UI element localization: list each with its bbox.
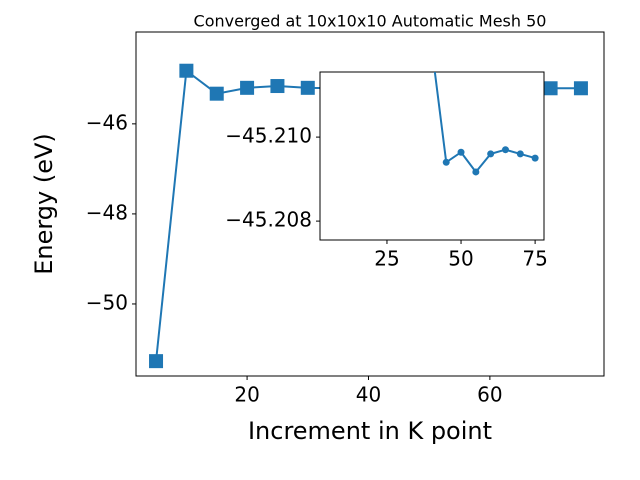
x-tick-label: 20 <box>234 383 259 407</box>
y-tick-label: −46 <box>86 110 128 134</box>
plot-area <box>319 71 545 241</box>
marker <box>240 80 255 95</box>
marker <box>543 81 558 96</box>
marker <box>179 63 194 78</box>
x-tick-label: 60 <box>477 383 502 407</box>
x-tick-label: 50 <box>448 247 473 271</box>
x-tick-label: 25 <box>374 247 399 271</box>
x-axis-label: Increment in K point <box>248 417 492 445</box>
marker <box>457 148 465 156</box>
chart-title: Converged at 10x10x10 Automatic Mesh 50 <box>194 12 547 31</box>
marker <box>270 79 285 94</box>
marker <box>300 80 315 95</box>
y-tick-label: −50 <box>86 290 128 314</box>
marker <box>209 86 224 101</box>
y-tick-label: −45.208 <box>225 208 312 232</box>
marker <box>149 354 164 369</box>
marker <box>442 158 450 166</box>
marker <box>531 154 539 162</box>
y-tick-label: −48 <box>86 200 128 224</box>
marker <box>472 168 480 176</box>
y-axis-label: Energy (eV) <box>30 133 58 275</box>
marker <box>501 146 509 154</box>
x-tick-label: 40 <box>356 383 381 407</box>
x-tick-label: 75 <box>522 247 547 271</box>
marker <box>516 150 524 158</box>
y-tick-label: −45.210 <box>225 124 312 148</box>
marker <box>573 81 588 96</box>
marker <box>487 150 495 158</box>
